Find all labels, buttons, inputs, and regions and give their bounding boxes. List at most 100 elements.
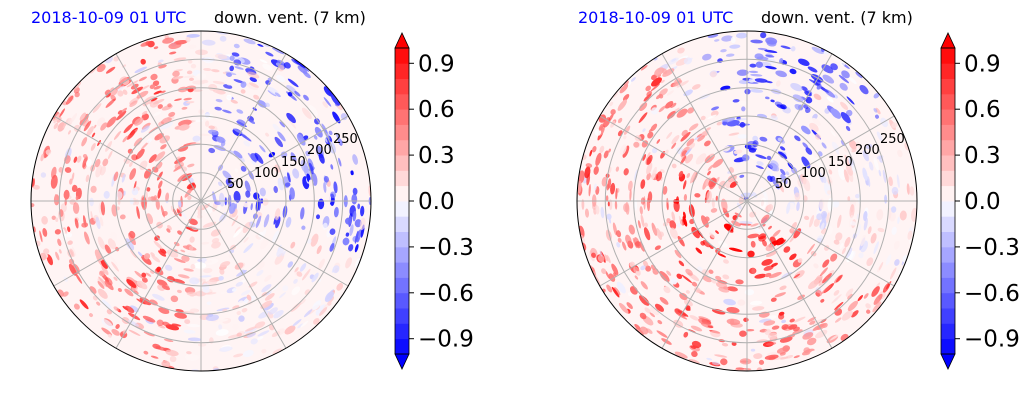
panel-2-field-cell <box>657 320 663 325</box>
panel-1-field-cell <box>126 130 136 140</box>
panel-1-field-cell <box>300 298 306 305</box>
panel-2-field-cell <box>691 226 700 239</box>
panel-1-field-cell <box>214 106 222 111</box>
panel-1-field-cell <box>329 228 336 235</box>
panel-1-field-cell <box>272 47 285 55</box>
panel-2-field-cell <box>729 44 741 49</box>
panel-1-field-cell <box>170 205 174 212</box>
panel-1-field-cell <box>218 192 225 207</box>
panel-1-field-cell <box>349 224 354 236</box>
panel-2-field-cell <box>710 330 721 338</box>
panel-2-cbtick-3: 0.0 <box>964 189 1001 215</box>
panel-2-field-cell <box>628 180 633 192</box>
panel-1-field-cell <box>222 109 232 114</box>
panel-1-field-cell <box>293 278 298 284</box>
panel-2-field-cell <box>686 172 691 179</box>
panel-2-field-cell <box>690 325 703 332</box>
panel-2-field-cell <box>840 101 849 111</box>
panel-2-field-cell <box>699 89 709 95</box>
panel-1-field-cell <box>154 135 159 140</box>
panel-1-field-cell <box>101 265 109 275</box>
panel-1-field-cell <box>227 334 240 339</box>
panel-2-field-cell <box>872 301 882 313</box>
panel-1-field-cell <box>117 90 124 97</box>
panel-2-field-cell <box>863 293 869 299</box>
panel-2-field-cell <box>767 315 777 320</box>
panel-2-field-cell <box>639 206 643 215</box>
panel-2-field-cell <box>777 137 783 142</box>
panel-1-cbtick-4: 0.3 <box>418 143 455 169</box>
panel-1-colorbar-extend-min <box>394 353 410 370</box>
panel-1-field-cell <box>136 280 148 290</box>
panel-2-field-cell <box>666 270 672 276</box>
panel-2-field-cell <box>898 268 903 276</box>
panel-2-field-cell <box>750 39 763 44</box>
panel-2-colorbar-band <box>941 185 955 202</box>
panel-1-field-cell <box>62 291 69 297</box>
panel-2-field-cell <box>683 194 688 201</box>
panel-2-field-cell <box>750 240 756 248</box>
panel-1-rtick-200: 200 <box>307 143 332 158</box>
panel-2-rtick-150: 150 <box>828 155 853 170</box>
panel-2-field-cell <box>608 199 613 211</box>
panel-1-field-cell <box>211 69 220 73</box>
panel-1-field-cell <box>174 98 182 102</box>
panel-1-field-cell <box>178 119 192 127</box>
panel-1-cbtick-2: −0.3 <box>418 235 474 261</box>
panel-2-field-cell <box>623 125 631 135</box>
panel-1-field-cell <box>146 138 153 144</box>
panel-2-cbtick-0: −0.9 <box>964 327 1020 353</box>
panel-1-field-cell <box>261 348 267 354</box>
panel-1-field-cell <box>69 113 78 124</box>
panel-1-colorbar-band <box>395 277 409 294</box>
panel-2-field-cell <box>736 118 748 121</box>
panel-2-field-cell <box>623 135 627 140</box>
panel-1-field-cell <box>166 228 171 233</box>
panel-1-field-cell <box>263 214 270 228</box>
panel-1-field-cell <box>236 269 248 277</box>
panel-2-colorbar-band <box>941 246 955 263</box>
panel-1-field-cell <box>154 151 166 162</box>
panel-1-field-cell <box>140 58 146 65</box>
panel-2-field-cell <box>681 274 692 283</box>
panel-1-field-cell <box>345 232 350 237</box>
panel-1-field-cell <box>178 124 190 131</box>
panel-1-field-cell <box>153 90 162 95</box>
panel-2-field-cell <box>704 140 711 147</box>
panel-2-field-cell <box>649 312 656 318</box>
panel-1-field-cell <box>106 116 117 128</box>
panel-1-field-cell <box>187 87 194 93</box>
panel-1-field-cell <box>204 258 219 265</box>
panel-2-field-cell <box>645 328 653 334</box>
panel-1-field-cell <box>187 59 193 64</box>
panel-2-field-cell <box>821 142 827 149</box>
panel-1-field-cell <box>233 353 244 358</box>
panel-2-field-cell <box>804 215 810 221</box>
panel-2-field-cell <box>816 213 823 221</box>
panel-2-field-cell <box>754 78 768 83</box>
panel-1-field-cell <box>244 327 257 334</box>
panel-1-colorbar-band <box>395 308 409 324</box>
panel-1-field-cell <box>170 295 179 303</box>
panel-1-field-cell <box>217 181 223 187</box>
panel-2-field-cell <box>643 93 652 102</box>
panel-2-field-cell <box>858 252 864 259</box>
panel-2-field-cell <box>787 162 794 169</box>
panel-1-field-cell <box>301 107 312 119</box>
panel-2-field-cell <box>715 275 722 281</box>
panel-2-rtick-100: 100 <box>801 166 826 181</box>
panel-2-field-cell <box>748 78 755 83</box>
panel-2-colorbar-band <box>941 216 955 232</box>
panel-2-field-cell <box>603 150 609 159</box>
panel-2-field-cell <box>761 259 773 266</box>
panel-2-field-cell <box>830 63 838 71</box>
panel-2-colorbar-band <box>941 78 955 95</box>
panel-1-field-cell <box>236 332 242 337</box>
panel-1-field-cell <box>321 123 328 134</box>
panel-2-field-cell <box>731 341 737 346</box>
panel-2-field-cell <box>671 163 677 169</box>
panel-1-field-cell <box>253 94 260 100</box>
panel-1-field-cell <box>216 136 225 142</box>
panel-1-field-cell <box>274 208 281 221</box>
panel-2-field-cell <box>677 310 689 317</box>
